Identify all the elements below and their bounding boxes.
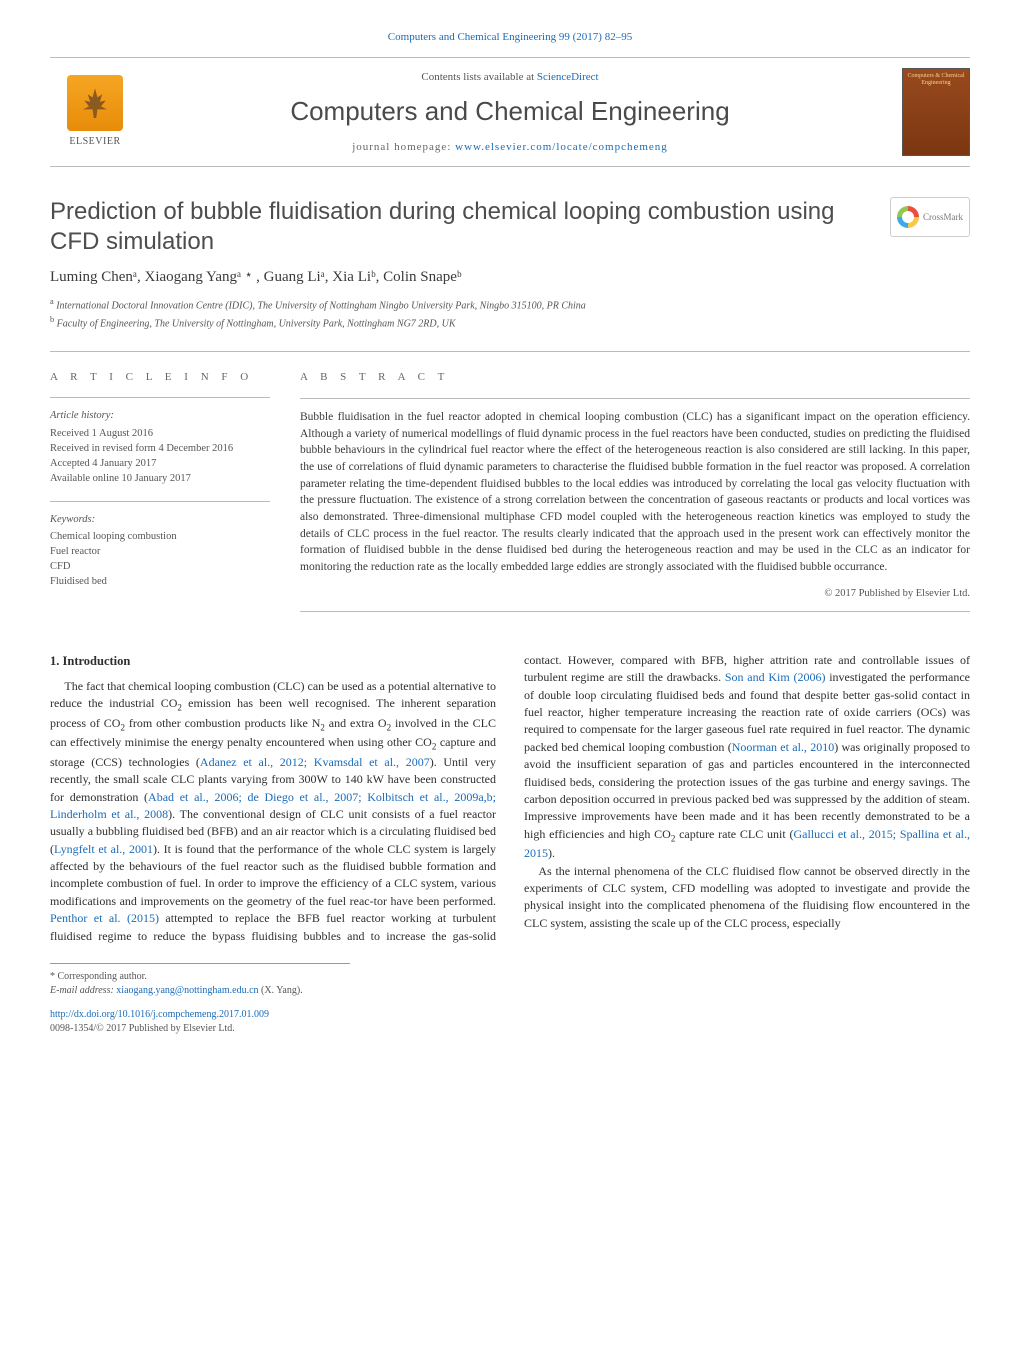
citation-link[interactable]: Son and Kim (2006) <box>725 670 826 684</box>
authors-line: Luming Chenᵃ, Xiaogang Yangᵃ﹡, Guang Liᵃ… <box>50 267 970 288</box>
publisher-label: ELSEVIER <box>69 135 120 149</box>
history-line: Accepted 4 January 2017 <box>50 456 270 471</box>
title-row: Prediction of bubble fluidisation during… <box>50 197 970 257</box>
affiliation-a: a International Doctoral Innovation Cent… <box>50 296 970 313</box>
authors: Luming Chenᵃ, Xiaogang Yangᵃ﹡, Guang Liᵃ… <box>50 269 462 285</box>
elsevier-tree-icon <box>67 75 123 131</box>
affiliation-b-text: Faculty of Engineering, The University o… <box>57 318 456 329</box>
keywords-label: Keywords: <box>50 512 270 527</box>
abstract-col: A B S T R A C T Bubble fluidisation in t… <box>300 370 970 622</box>
section-1-heading: 1. Introduction <box>50 652 496 670</box>
crossmark-label: CrossMark <box>923 211 963 224</box>
running-head: Computers and Chemical Engineering 99 (2… <box>50 30 970 45</box>
keywords-block: Keywords: Chemical looping combustion Fu… <box>50 512 270 590</box>
divider <box>50 397 270 398</box>
article-title: Prediction of bubble fluidisation during… <box>50 197 890 257</box>
keyword: Fluidised bed <box>50 574 270 589</box>
crossmark-icon <box>897 206 919 228</box>
email-link[interactable]: xiaogang.yang@nottingham.edu.cn <box>116 985 258 996</box>
contents-line: Contents lists available at ScienceDirec… <box>140 70 880 85</box>
affiliations: a International Doctoral Innovation Cent… <box>50 296 970 331</box>
email-line: E-mail address: xiaogang.yang@nottingham… <box>50 984 350 998</box>
t: tor have been performed. <box>374 894 496 908</box>
t: ). <box>548 846 555 860</box>
masthead: ELSEVIER Contents lists available at Sci… <box>50 57 970 167</box>
keyword: CFD <box>50 559 270 574</box>
abstract-copyright: © 2017 Published by Elsevier Ltd. <box>300 586 970 601</box>
history-label: Article history: <box>50 408 270 423</box>
citation-link[interactable]: Adanez et al., 2012; Kvamsdal et al., 20… <box>200 755 430 769</box>
abstract-heading: A B S T R A C T <box>300 370 970 386</box>
sciencedirect-link[interactable]: ScienceDirect <box>537 71 599 83</box>
citation-link[interactable]: Penthor et al. (2015) <box>50 911 159 925</box>
divider <box>300 398 970 399</box>
history-line: Available online 10 January 2017 <box>50 471 270 486</box>
journal-name: Computers and Chemical Engineering <box>140 93 880 129</box>
journal-cover-thumb: Computers & Chemical Engineering <box>902 68 970 156</box>
homepage-prefix: journal homepage: <box>352 141 455 153</box>
affiliation-b: b Faculty of Engineering, The University… <box>50 314 970 331</box>
homepage-link[interactable]: www.elsevier.com/locate/compchemeng <box>455 141 668 153</box>
corresponding-author: * Corresponding author. <box>50 970 350 984</box>
email-attr: (X. Yang). <box>259 985 303 996</box>
history-line: Received in revised form 4 December 2016 <box>50 441 270 456</box>
abstract-text: Bubble fluidisation in the fuel reactor … <box>300 409 970 576</box>
keyword: Fuel reactor <box>50 544 270 559</box>
citation-link[interactable]: Lyngfelt et al., 2001 <box>54 842 153 856</box>
doi-block: http://dx.doi.org/10.1016/j.compchemeng.… <box>50 1008 970 1036</box>
cover-block: Computers & Chemical Engineering <box>880 68 970 156</box>
article-info-heading: A R T I C L E I N F O <box>50 370 270 385</box>
crossmark-badge[interactable]: CrossMark <box>890 197 970 237</box>
article-info-col: A R T I C L E I N F O Article history: R… <box>50 370 270 622</box>
publisher-block: ELSEVIER <box>50 75 140 149</box>
homepage-line: journal homepage: www.elsevier.com/locat… <box>140 140 880 155</box>
history-block: Article history: Received 1 August 2016 … <box>50 408 270 486</box>
history-line: Received 1 August 2016 <box>50 426 270 441</box>
doi-link[interactable]: http://dx.doi.org/10.1016/j.compchemeng.… <box>50 1009 269 1020</box>
t: from other combustion products like N <box>125 716 320 730</box>
t: capture rate CLC unit ( <box>675 827 793 841</box>
t: and extra O <box>325 716 387 730</box>
info-abstract-row: A R T I C L E I N F O Article history: R… <box>50 351 970 622</box>
issn-line: 0098-1354/© 2017 Published by Elsevier L… <box>50 1023 235 1034</box>
affiliation-a-text: International Doctoral Innovation Centre… <box>56 301 586 312</box>
divider <box>300 611 970 612</box>
body-columns: 1. Introduction The fact that chemical l… <box>50 652 970 945</box>
footnotes: * Corresponding author. E-mail address: … <box>50 963 350 998</box>
email-label: E-mail address: <box>50 985 116 996</box>
t: ) was originally proposed to avoid the i… <box>524 740 970 841</box>
body-para-2: As the internal phenomena of the CLC flu… <box>524 863 970 933</box>
running-head-link[interactable]: Computers and Chemical Engineering 99 (2… <box>388 31 632 43</box>
divider <box>50 501 270 502</box>
cover-title: Computers & Chemical Engineering <box>907 73 965 86</box>
keyword: Chemical looping combustion <box>50 529 270 544</box>
masthead-center: Contents lists available at ScienceDirec… <box>140 70 880 155</box>
contents-prefix: Contents lists available at <box>421 71 536 83</box>
citation-link[interactable]: Noorman et al., 2010 <box>732 740 835 754</box>
